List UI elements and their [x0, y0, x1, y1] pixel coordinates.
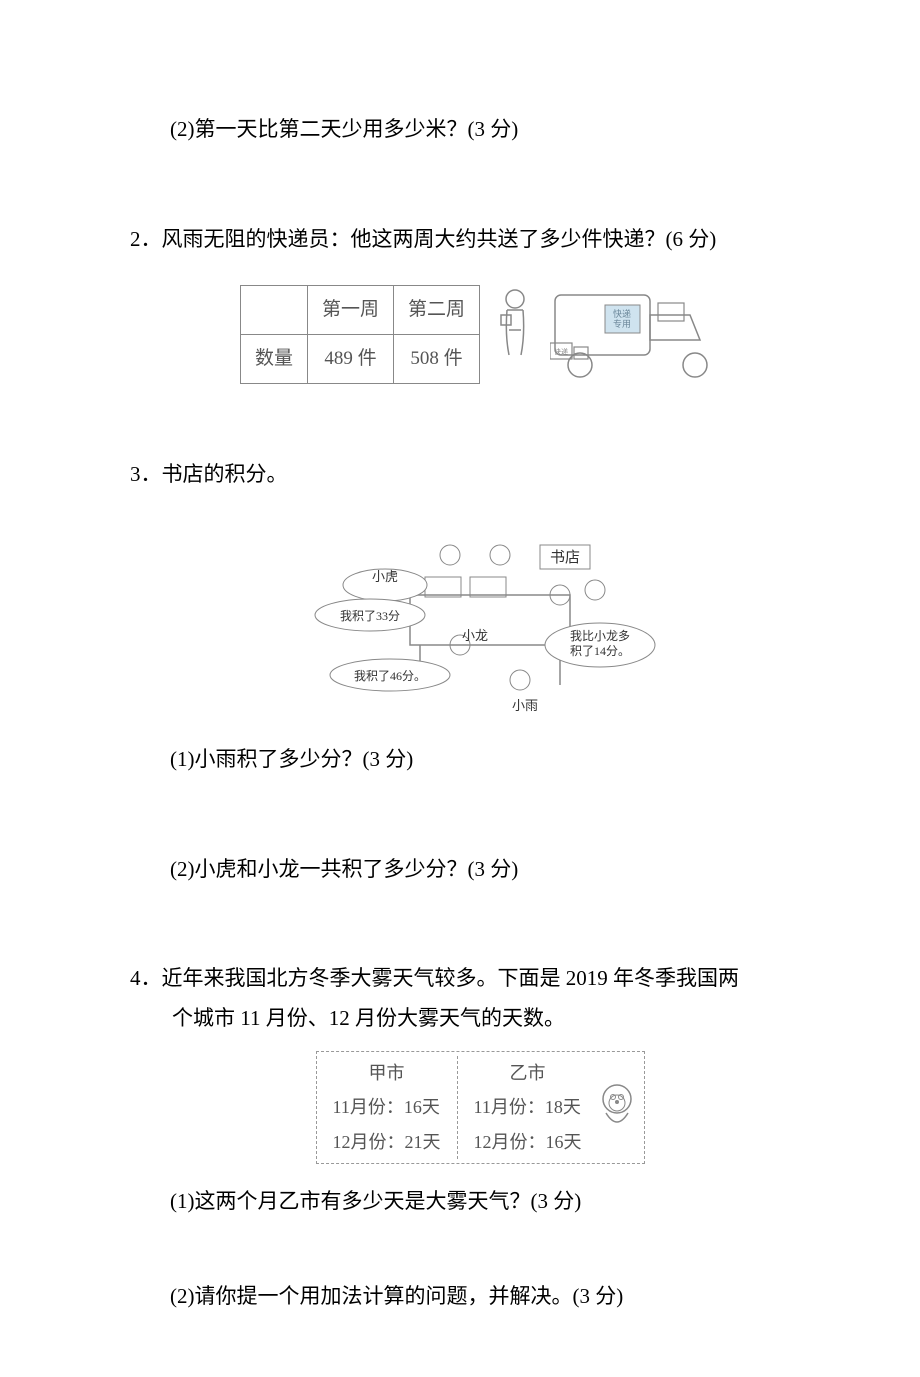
q1-sub2-text: (2)第一天比第二天少用多少米？(3 分) — [170, 117, 518, 141]
xiaolong-name: 小龙 — [462, 628, 488, 643]
table-row: 数量 489 件 508 件 — [240, 334, 479, 383]
courier-person-icon — [495, 285, 535, 365]
fog-separator — [457, 1056, 458, 1159]
table-header-week2: 第二周 — [394, 285, 480, 334]
box-label: 快递 — [554, 347, 568, 356]
q4: 4．近年来我国北方冬季大雾天气较多。下面是 2019 年冬季我国两 个城市 11… — [130, 959, 830, 1316]
fog-city-b-nov: 11月份：18天 — [474, 1090, 582, 1124]
xiaolong-say: 我积了46分。 — [354, 669, 426, 683]
fog-city-a-dec: 12月份：21天 — [333, 1125, 441, 1159]
table-header-week1: 第一周 — [307, 285, 393, 334]
q3-sub1: (1)小雨积了多少分？(3 分) — [130, 740, 830, 780]
q4-sub2: (2)请你提一个用加法计算的问题，并解决。(3 分) — [130, 1277, 830, 1317]
bookstore-sign: 书店 — [550, 549, 580, 566]
q3: 3．书店的积分。 书店 — [130, 455, 830, 890]
table-cell-empty — [240, 285, 307, 334]
fog-city-b-name: 乙市 — [474, 1056, 582, 1090]
q3-figure: 书店 小虎 我积了33分 小龙 我积了46分。 — [130, 525, 830, 725]
xiaohu-say: 我积了33分 — [340, 609, 400, 623]
truck-label-2: 专用 — [613, 318, 631, 329]
fog-city-b-dec: 12月份：16天 — [474, 1125, 582, 1159]
q1-sub2: (2)第一天比第二天少用多少米？(3 分) — [130, 110, 830, 150]
truck-label: 快递 — [613, 308, 631, 319]
fog-box: 甲市 11月份：16天 12月份：21天 乙市 11月份：18天 12月份：16… — [316, 1051, 645, 1164]
table-row: 第一周 第二周 — [240, 285, 479, 334]
courier-table: 第一周 第二周 数量 489 件 508 件 — [240, 285, 480, 384]
cartoon-cat-icon — [596, 1083, 638, 1133]
table-cell-week1: 489 件 — [307, 334, 393, 383]
q2-figure-row: 第一周 第二周 数量 489 件 508 件 — [130, 285, 830, 385]
table-row-label: 数量 — [240, 334, 307, 383]
worksheet-page: (2)第一天比第二天少用多少米？(3 分) 2．风雨无阻的快递员：他这两周大约共… — [0, 0, 920, 1377]
q4-text-a: 4．近年来我国北方冬季大雾天气较多。下面是 2019 年冬季我国两 — [130, 959, 830, 999]
fog-city-b: 乙市 11月份：18天 12月份：16天 — [464, 1056, 592, 1159]
fog-table: 甲市 11月份：16天 12月份：21天 乙市 11月份：18天 12月份：16… — [130, 1051, 830, 1164]
q2: 2．风雨无阻的快递员：他这两周大约共送了多少件快递？(6 分) 第一周 第二周 … — [130, 220, 830, 385]
table-cell-week2: 508 件 — [394, 334, 480, 383]
xiaoyu-name: 小雨 — [512, 698, 538, 713]
fog-city-a-name: 甲市 — [333, 1056, 441, 1090]
xiaoyu-say-1: 我比小龙多 — [570, 629, 630, 643]
delivery-tricycle-icon: 快递 专用 快递 — [550, 285, 720, 385]
fog-city-a: 甲市 11月份：16天 12月份：21天 — [323, 1056, 451, 1159]
q2-text: 2．风雨无阻的快递员：他这两周大约共送了多少件快递？(6 分) — [130, 220, 830, 260]
fog-city-a-nov: 11月份：16天 — [333, 1090, 441, 1124]
q3-text: 3．书店的积分。 — [130, 455, 830, 495]
bookstore-scene-icon: 书店 小虎 我积了33分 小龙 我积了46分。 — [300, 525, 660, 725]
q3-sub2: (2)小虎和小龙一共积了多少分？(3 分) — [130, 850, 830, 890]
xiaohu-name: 小虎 — [372, 569, 398, 584]
xiaoyu-say-2: 积了14分。 — [570, 644, 630, 658]
q4-sub1: (1)这两个月乙市有多少天是大雾天气？(3 分) — [130, 1182, 830, 1222]
q4-text-b: 个城市 11 月份、12 月份大雾天气的天数。 — [130, 999, 830, 1039]
